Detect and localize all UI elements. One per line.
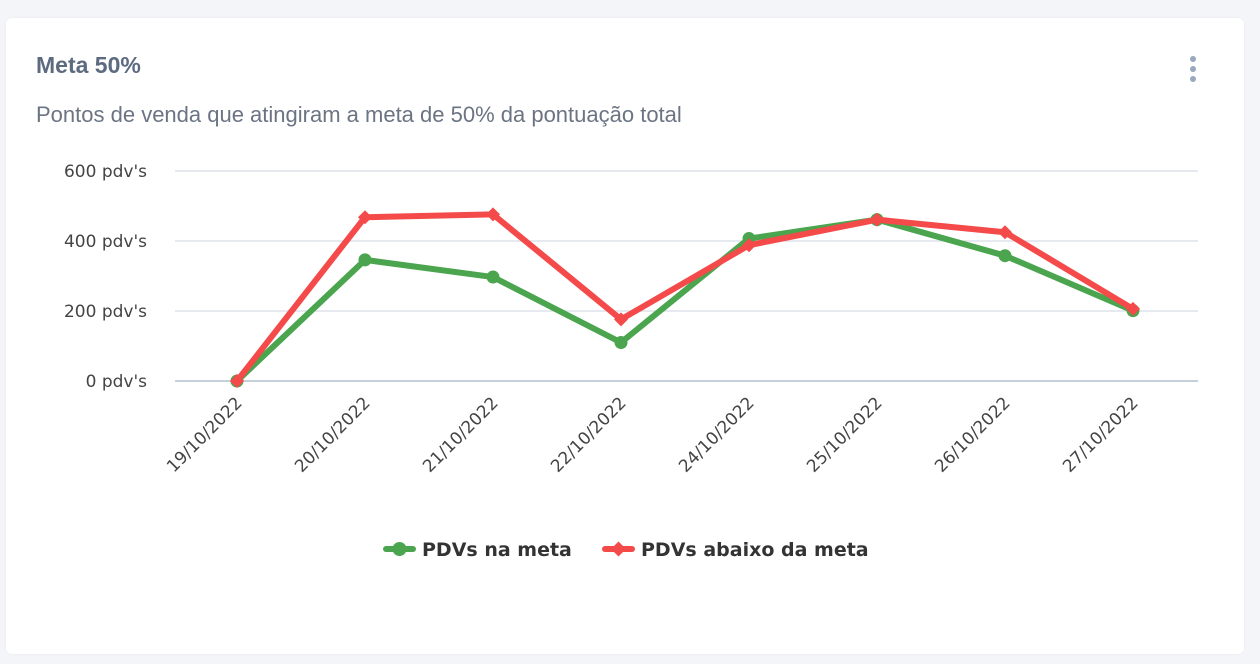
legend-marker[interactable]: [611, 541, 626, 557]
data-point[interactable]: [614, 312, 628, 327]
data-point[interactable]: [614, 336, 628, 349]
x-tick-label: 24/10/2022: [675, 393, 758, 476]
data-point[interactable]: [870, 212, 884, 227]
data-point[interactable]: [486, 270, 500, 284]
y-tick-label: 0 pdv's: [86, 372, 148, 392]
series-line-0: [234, 216, 1136, 384]
x-tick-label: 22/10/2022: [547, 393, 630, 476]
x-tick-label: 21/10/2022: [419, 393, 502, 476]
x-tick-label: 20/10/2022: [291, 393, 374, 476]
data-point[interactable]: [486, 207, 500, 222]
card-subtitle: Pontos de venda que atingiram a meta de …: [36, 102, 682, 127]
x-tick-label: 25/10/2022: [803, 393, 886, 476]
y-tick-label: 600 pdv's: [64, 162, 147, 182]
data-point[interactable]: [358, 210, 372, 225]
data-point[interactable]: [230, 374, 244, 388]
card-title: Meta 50%: [36, 52, 141, 78]
data-point[interactable]: [358, 253, 372, 267]
legend-label[interactable]: PDVs abaixo da meta: [641, 539, 869, 561]
x-tick-label: 19/10/2022: [163, 393, 246, 476]
x-tick-label: 26/10/2022: [931, 393, 1014, 476]
x-tick-label: 27/10/2022: [1059, 393, 1142, 476]
series-line-1: [234, 211, 1136, 384]
data-point[interactable]: [998, 225, 1012, 240]
y-tick-label: 400 pdv's: [64, 232, 147, 252]
legend-label[interactable]: PDVs na meta: [422, 539, 572, 561]
data-point[interactable]: [742, 238, 756, 253]
kebab-menu-icon[interactable]: [1181, 52, 1205, 86]
y-tick-label: 200 pdv's: [64, 302, 147, 322]
data-point[interactable]: [1126, 301, 1140, 316]
legend-marker[interactable]: [392, 542, 407, 556]
data-point[interactable]: [998, 249, 1012, 263]
